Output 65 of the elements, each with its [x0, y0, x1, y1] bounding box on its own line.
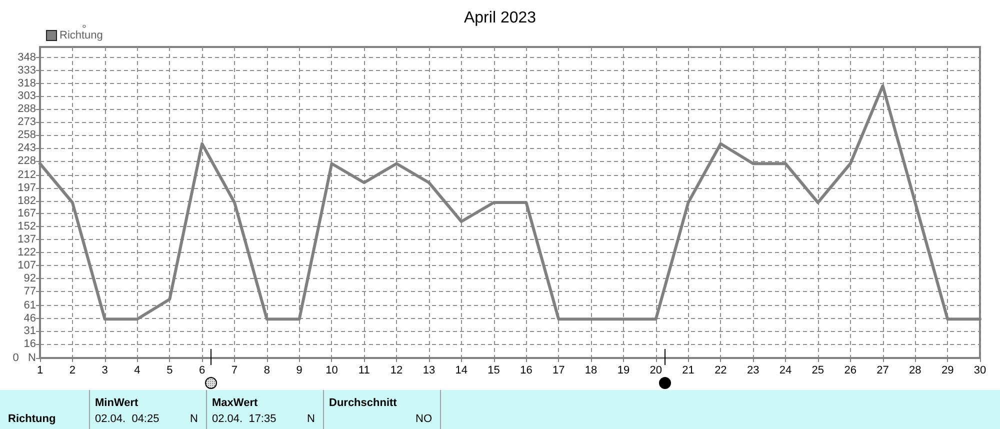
y-tick-label: 152: [18, 220, 36, 233]
x-tick-label: 25: [812, 364, 824, 376]
text: 02.04. 17:35: [212, 413, 276, 426]
y-tick-label: 318: [18, 77, 36, 90]
x-tick-label: 28: [909, 364, 922, 376]
x-tick-label: 20: [650, 364, 662, 376]
x-tick-label: 22: [714, 364, 727, 376]
x-tick-label: 14: [455, 364, 468, 376]
y-tick-label: 46: [24, 312, 36, 324]
x-tick-label: 21: [682, 364, 694, 376]
x-tick-label: 23: [746, 364, 760, 376]
y-tick-label: 16: [24, 338, 36, 350]
y-tick-label: 61: [24, 299, 36, 312]
x-tick-label: 9: [296, 364, 302, 376]
y-tick-label: 212: [18, 168, 36, 181]
x-tick-label: 11: [358, 364, 370, 376]
text: Durchschnitt: [329, 397, 397, 410]
x-tick-label: 7: [231, 364, 238, 376]
x-tick-label: 2: [69, 364, 76, 376]
y-tick-label: 228: [18, 155, 36, 168]
text: Richtung: [8, 413, 56, 426]
y-tick-label: 197: [18, 182, 36, 194]
y-tick-label: 333: [18, 64, 36, 76]
y-tick-label: 288: [18, 103, 36, 116]
x-tick-label: 13: [422, 364, 436, 376]
text: 02.04. 04:25: [95, 413, 160, 426]
text: N: [190, 413, 198, 426]
x-tick-label: 3: [102, 364, 108, 376]
x-tick-label: 12: [390, 364, 403, 376]
x-tick-label: 5: [166, 364, 173, 376]
x-tick-label: 19: [617, 364, 630, 376]
y-tick-label: 303: [18, 90, 36, 102]
x-tick-label: 4: [134, 364, 140, 376]
y-tick-label: 107: [18, 260, 36, 272]
text: NO: [416, 413, 432, 426]
y-tick-label: 77: [24, 285, 36, 298]
y-tick-label: 0 N: [12, 352, 36, 364]
text: MaxWert: [212, 397, 258, 410]
y-tick-label: 92: [24, 272, 36, 285]
y-tick-label: 31: [24, 325, 36, 338]
x-tick-label: 29: [941, 364, 954, 376]
y-tick-label: 167: [18, 208, 36, 220]
x-tick-label: 24: [779, 364, 792, 376]
x-tick-label: 17: [552, 364, 565, 376]
x-tick-label: 1: [36, 364, 44, 376]
y-tick-label: 348: [18, 51, 36, 64]
x-tick-label: 10: [326, 364, 338, 376]
text: MinWert: [95, 397, 138, 410]
y-tick-label: 182: [18, 194, 36, 207]
x-tick-label: 18: [584, 364, 598, 376]
chart-title: April 2023: [464, 10, 536, 26]
y-tick-label: 122: [18, 246, 36, 259]
text: N: [307, 413, 315, 426]
x-tick-label: 8: [264, 364, 270, 376]
x-tick-label: 15: [488, 364, 500, 376]
x-tick-label: 6: [199, 364, 206, 376]
x-tick-label: 16: [520, 364, 532, 376]
y-tick-label: 258: [18, 129, 36, 142]
x-tick-label: 30: [974, 364, 986, 376]
x-tick-label: 26: [844, 364, 856, 376]
legend-label: Richtung: [60, 30, 103, 42]
y-tick-label: 243: [18, 142, 36, 154]
y-tick-label: 273: [18, 116, 36, 128]
x-tick-label: 27: [876, 364, 889, 376]
y-tick-label: 137: [18, 234, 36, 246]
